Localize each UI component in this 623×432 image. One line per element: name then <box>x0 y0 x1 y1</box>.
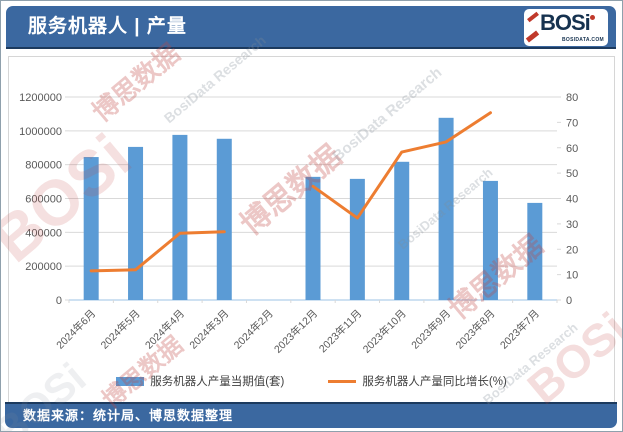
svg-text:0: 0 <box>566 295 572 307</box>
svg-text:80: 80 <box>566 92 578 104</box>
chart-canvas: 0 200000 400000 600000 800000 1000000 1200000 0… <box>19 92 578 356</box>
logo-stripe-icon <box>525 30 540 43</box>
legend-label-bars: 服务机器人产量当期值(套) <box>150 376 285 388</box>
svg-text:600000: 600000 <box>25 194 62 206</box>
bosi-logo: BOSi BOSIDATA.COM <box>524 9 608 46</box>
logo-subtext: BOSIDATA.COM <box>561 37 604 43</box>
svg-text:400000: 400000 <box>25 227 62 239</box>
svg-text:200000: 200000 <box>25 261 62 273</box>
svg-text:30: 30 <box>566 219 578 231</box>
chart-card: 0 200000 400000 600000 800000 1000000 1200000 0… <box>8 56 615 403</box>
svg-text:2024年6月: 2024年6月 <box>54 307 99 352</box>
svg-text:50: 50 <box>566 168 578 180</box>
data-source-text: 数据来源：统计局、博思数据整理 <box>23 408 234 423</box>
svg-text:2023年9月: 2023年9月 <box>409 307 454 352</box>
legend-item-line: 服务机器人产量同比增长(%) <box>328 373 507 389</box>
svg-text:2024年3月: 2024年3月 <box>187 307 232 352</box>
svg-text:70: 70 <box>566 117 578 129</box>
legend-label-line: 服务机器人产量同比增长(%) <box>362 376 507 388</box>
svg-text:800000: 800000 <box>25 160 62 172</box>
svg-text:0: 0 <box>56 295 62 307</box>
svg-text:2024年2月: 2024年2月 <box>231 307 276 352</box>
svg-text:2024年4月: 2024年4月 <box>142 307 187 352</box>
svg-text:20: 20 <box>566 244 578 256</box>
logo-dot-icon <box>590 15 595 20</box>
svg-text:2023年8月: 2023年8月 <box>453 307 498 352</box>
page-title: 服务机器人 | 产量 <box>28 16 187 37</box>
svg-text:40: 40 <box>566 194 578 206</box>
svg-text:1200000: 1200000 <box>19 92 62 104</box>
svg-text:60: 60 <box>566 143 578 155</box>
chart-legend: 服务机器人产量当期值(套) 服务机器人产量同比增长(%) <box>9 373 614 389</box>
logo-stripe-icon <box>527 11 539 23</box>
line-series-swatch-icon <box>328 379 357 383</box>
svg-text:1000000: 1000000 <box>19 126 62 138</box>
svg-text:2023年10月: 2023年10月 <box>360 307 409 356</box>
svg-text:2023年12月: 2023年12月 <box>271 307 320 356</box>
svg-text:10: 10 <box>566 270 578 282</box>
bar-series-swatch-icon <box>116 376 145 386</box>
logo-text: BOSi <box>540 10 591 35</box>
svg-text:2023年11月: 2023年11月 <box>316 307 364 355</box>
svg-text:2023年7月: 2023年7月 <box>497 307 542 352</box>
legend-item-bars: 服务机器人产量当期值(套) <box>116 373 284 389</box>
header-bar: 服务机器人 | 产量 BOSi BOSIDATA.COM <box>6 6 616 49</box>
svg-text:2024年5月: 2024年5月 <box>98 307 143 352</box>
footer-bar: 数据来源：统计局、博思数据整理 <box>5 402 617 428</box>
